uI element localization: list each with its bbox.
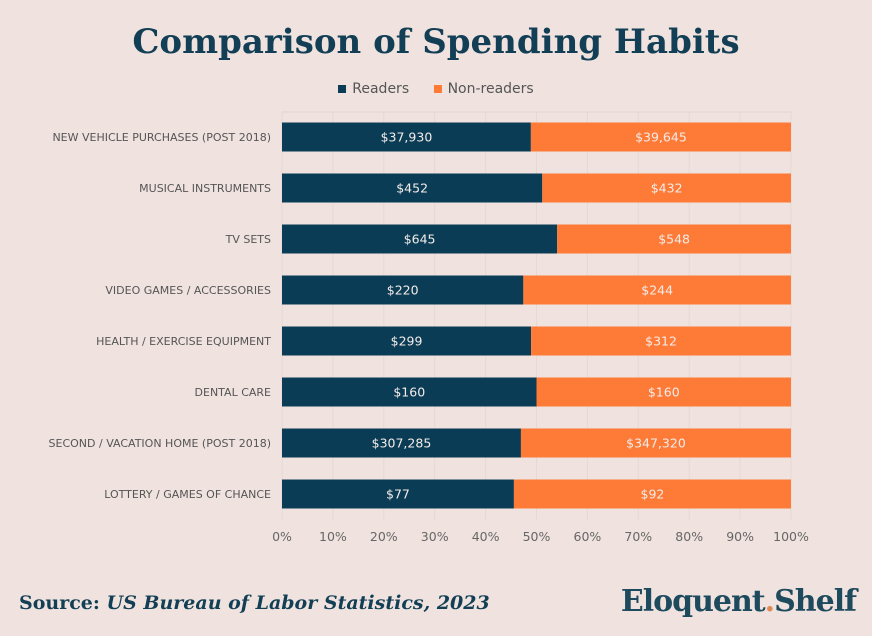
legend-label-readers: Readers — [352, 81, 410, 97]
data-label: $307,285 — [372, 436, 432, 451]
data-label: $39,645 — [635, 130, 687, 145]
data-label: $548 — [658, 232, 690, 247]
bar-non-readers — [557, 224, 791, 254]
legend: Readers Non-readers — [0, 81, 872, 97]
x-tick-label: 80% — [675, 529, 703, 544]
x-tick-label: 100% — [773, 529, 809, 544]
x-tick-label: 0% — [272, 529, 292, 544]
x-tick-label: 30% — [421, 529, 449, 544]
chart-title: Comparison of Spending Habits — [132, 22, 740, 62]
legend-item-readers: Readers — [338, 81, 409, 97]
bar-readers — [282, 326, 532, 356]
x-tick-label: 70% — [624, 529, 652, 544]
data-label: $244 — [641, 283, 673, 298]
category-label: TV SETS — [225, 233, 271, 246]
legend-swatch-non-readers — [433, 85, 442, 93]
bar-non-readers — [523, 275, 791, 305]
source-text: US Bureau of Labor Statistics, 2023 — [106, 592, 490, 614]
data-label: $37,930 — [381, 130, 433, 145]
category-label: SECOND / VACATION HOME (POST 2018) — [49, 437, 271, 450]
bar-readers — [282, 173, 543, 203]
category-label: MUSICAL INSTRUMENTS — [139, 182, 271, 195]
chart-plot: 0% 10% 20% 30% 40% 50% 60% 70% 80% 90% 100% NEW VEH… — [49, 111, 809, 544]
category-label: VIDEO GAMES / ACCESSORIES — [105, 284, 271, 297]
source-label: Source: — [19, 592, 100, 614]
category-label: LOTTERY / GAMES OF CHANCE — [104, 488, 271, 501]
legend-swatch-readers — [338, 85, 347, 93]
bar-non-readers — [520, 428, 791, 458]
x-tick-label: 90% — [726, 529, 754, 544]
bar-non-readers — [542, 173, 791, 203]
eloquent-shelf-logo: Eloquent.Shelf — [620, 584, 857, 619]
logo-part2: Shelf — [774, 584, 857, 619]
bar-non-readers — [530, 122, 791, 152]
data-label: $92 — [641, 487, 665, 502]
data-label: $645 — [404, 232, 436, 247]
data-label: $432 — [651, 181, 683, 196]
legend-item-non-readers: Non-readers — [433, 81, 534, 97]
data-label: $160 — [648, 385, 680, 400]
data-label: $77 — [386, 487, 410, 502]
x-tick-label: 10% — [319, 529, 347, 544]
data-label: $160 — [393, 385, 425, 400]
bar-readers — [282, 275, 524, 305]
data-label: $220 — [387, 283, 419, 298]
x-tick-label: 60% — [574, 529, 602, 544]
x-tick-label: 50% — [523, 529, 551, 544]
bar-readers — [282, 224, 558, 254]
data-label: $312 — [645, 334, 677, 349]
data-label: $299 — [391, 334, 423, 349]
bar-readers — [282, 479, 514, 509]
bar-readers — [282, 428, 521, 458]
source-note: Source: US Bureau of Labor Statistics, 2… — [19, 592, 490, 614]
logo-dot: . — [764, 584, 776, 619]
category-label: HEALTH / EXERCISE EQUIPMENT — [96, 335, 271, 348]
x-tick-label: 40% — [472, 529, 500, 544]
legend-label-non-readers: Non-readers — [447, 81, 534, 97]
bar-readers — [282, 122, 531, 152]
bar-non-readers — [513, 479, 791, 509]
data-label: $347,320 — [626, 436, 686, 451]
data-label: $452 — [396, 181, 428, 196]
logo-part1: Eloquent — [620, 584, 766, 619]
bar-non-readers — [531, 326, 791, 356]
x-tick-label: 20% — [370, 529, 398, 544]
bar-readers — [282, 377, 537, 407]
category-label: NEW VEHICLE PURCHASES (POST 2018) — [52, 131, 271, 144]
bar-non-readers — [536, 377, 791, 407]
category-label: DENTAL CARE — [195, 386, 272, 399]
